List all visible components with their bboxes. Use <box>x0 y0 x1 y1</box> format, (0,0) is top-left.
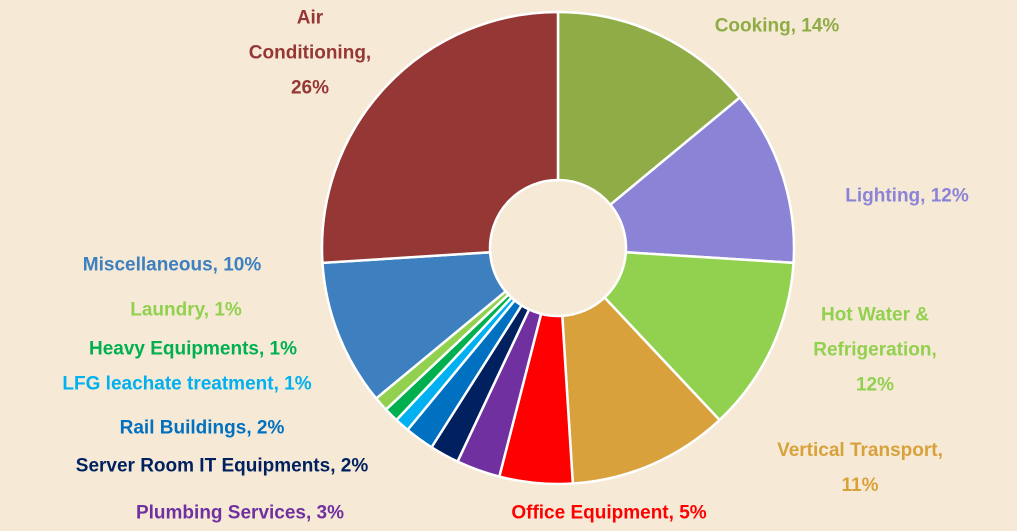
data-label: Cooking, 14% <box>714 15 840 37</box>
donut-slice <box>608 95 796 265</box>
donut-slice <box>321 250 508 401</box>
data-label: Rail Buildings, 2% <box>119 417 285 439</box>
data-label: Laundry, 1% <box>130 299 242 321</box>
data-label: Miscellaneous, 10% <box>82 254 262 276</box>
data-label: Lighting, 12% <box>845 185 969 207</box>
data-label: Air Conditioning, 26% <box>248 7 372 99</box>
donut-slice <box>320 10 560 265</box>
data-label: Plumbing Services, 3% <box>135 502 345 524</box>
data-label: Vertical Transport, 11% <box>777 440 943 496</box>
data-label: LFG leachate treatment, 1% <box>62 373 312 395</box>
data-label: Office Equipment, 5% <box>511 502 707 524</box>
data-label: Hot Water & Refrigeration, 12% <box>813 304 937 396</box>
donut-slice <box>602 250 795 422</box>
data-label: Server Room IT Equipments, 2% <box>75 455 369 477</box>
donut-slice <box>556 10 742 207</box>
data-label: Heavy Equipments, 1% <box>88 338 298 360</box>
donut-slice <box>560 295 722 485</box>
